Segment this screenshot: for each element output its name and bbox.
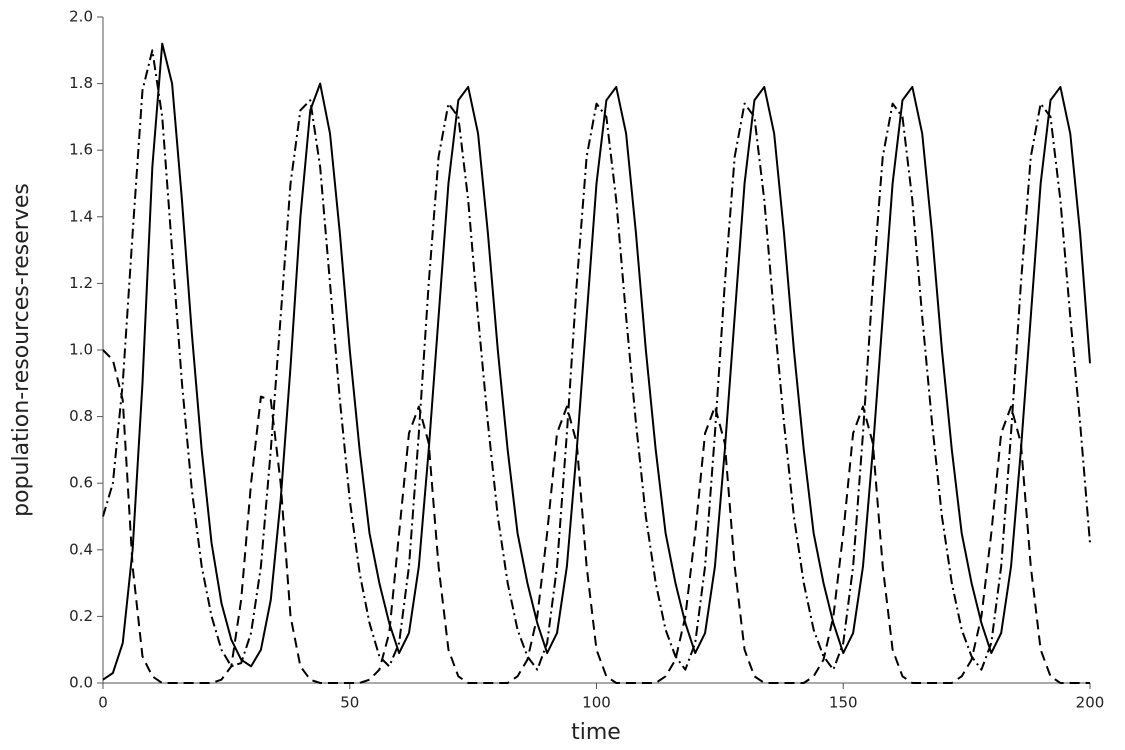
y-tick-label: 0.4 <box>69 540 93 558</box>
y-tick-label: 1.6 <box>69 141 93 159</box>
series-line <box>102 42 1091 681</box>
x-axis-label: time <box>571 720 621 745</box>
x-tick-label: 150 <box>829 694 858 712</box>
y-tick-label: 2.0 <box>69 8 93 26</box>
y-tick-label: 1.8 <box>69 74 93 92</box>
y-tick-label: 1.2 <box>69 274 93 292</box>
y-tick-label: 0.8 <box>69 407 93 425</box>
y-axis-label: population-resources-reserves <box>9 183 34 517</box>
y-tick-label: 1.0 <box>69 341 93 359</box>
x-tick-label: 100 <box>582 694 611 712</box>
y-tick-label: 0.0 <box>69 674 93 692</box>
x-tick-label: 50 <box>340 694 359 712</box>
series-line <box>102 49 1091 671</box>
y-tick-label: 0.6 <box>69 474 93 492</box>
x-tick-label: 0 <box>98 694 108 712</box>
x-tick-label: 200 <box>1076 694 1105 712</box>
y-tick-label: 1.4 <box>69 207 93 225</box>
y-tick-label: 0.2 <box>69 607 93 625</box>
